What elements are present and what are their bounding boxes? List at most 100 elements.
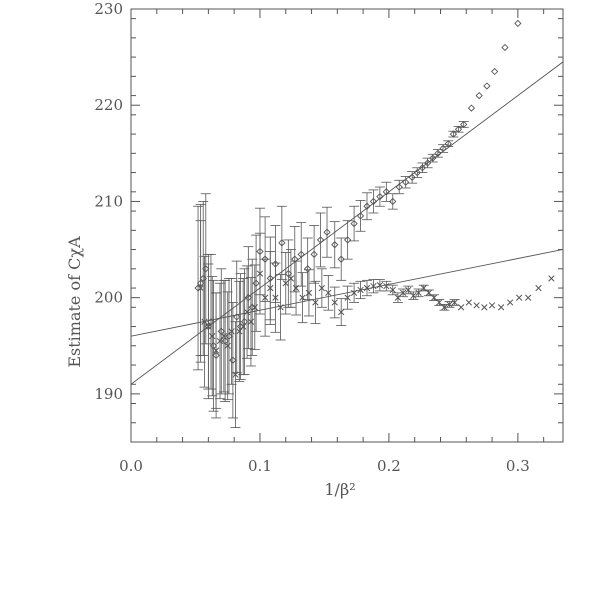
y-tick-label: 190 [94,385,123,403]
cross-point [240,323,247,330]
plot-area: 0.0 0.1 0.2 0.3 190 200 210 220 230 [94,0,564,475]
diamond-point [413,168,421,177]
cross-point [247,318,255,325]
cross-point [370,282,377,290]
fit-line [131,249,563,337]
cross-point [331,299,338,306]
diamond-point [376,192,384,201]
diamond-point [449,130,458,138]
cross-point [224,342,231,349]
cross-point [451,299,458,306]
diamond-point [199,274,207,283]
cross-point [497,304,505,311]
diamond-point [202,265,210,273]
diamond-point [454,125,463,133]
cross-point [548,275,555,282]
diamond-point [402,178,410,186]
diamond-point [475,91,483,100]
x-tick-label: 0.1 [248,457,272,475]
cross-point [197,284,204,292]
diamond-point [207,318,215,326]
y-tick-label: 210 [94,192,123,210]
diamond-point [337,255,345,263]
cross-point [363,284,371,292]
cross-point [212,347,220,354]
diamond-point [331,241,339,249]
cross-point [267,284,274,292]
y-tick-label: 200 [94,289,123,307]
x-tick-label: 0.3 [506,457,530,475]
diamond-point [244,294,252,302]
diamond-point [467,104,476,112]
cross-point [481,304,488,311]
y-axis-label: Estimate of CχA [65,236,84,368]
diamond-point [209,342,218,350]
cross-point [220,333,228,340]
diamond-point [344,236,352,244]
diamond-point [284,269,292,278]
diamond-point [323,228,331,236]
cross-point [216,337,224,345]
cross-point [228,328,235,335]
cross-point [357,286,364,294]
plot-frame [130,8,564,443]
diamond-point [221,337,229,345]
cross-point [299,294,306,301]
diamond-point [310,250,318,259]
cross-point [344,294,351,301]
diamond-point [418,164,427,172]
cross-point [243,308,251,316]
diamond-point [460,120,468,129]
diamond-point [363,202,371,210]
diamond-point [483,82,491,90]
diamond-point [439,144,447,153]
diamond-point [297,250,305,259]
diamond-point [252,279,260,287]
diamond-point [408,173,416,182]
cross-point [232,371,239,378]
cross-point [394,294,402,301]
x-tick-label: 0.2 [377,457,401,475]
cross-point [525,294,532,301]
fit-line [131,61,563,385]
diamond-point [382,188,390,196]
cross-point [535,284,542,292]
x-tick-label: 0.0 [119,457,143,475]
diamond-point [395,183,403,191]
cross-point [209,333,216,340]
diamond-point [233,313,241,321]
x-axis-label: 1/β² [324,480,355,499]
cross-point [305,289,313,297]
cross-point [251,304,258,311]
y-tick-label: 220 [94,96,123,114]
cross-point [410,292,417,299]
cross-point [325,289,332,297]
cross-point [272,294,279,301]
diamond-point [514,19,522,28]
diamond-point [356,212,365,220]
cross-point [488,302,496,309]
diamond-point [501,43,509,52]
y-tick-label: 230 [94,0,123,18]
diamond-point [304,265,312,273]
diamond-point [389,197,397,206]
cross-point [201,318,208,325]
cross-point [236,328,243,335]
cross-point [277,304,284,311]
cross-point [287,275,295,282]
cross-point [292,284,300,292]
diamond-point [350,219,358,228]
cross-point [376,282,384,289]
diamond-point [316,236,325,244]
diamond-point [444,140,452,148]
cross-point [350,289,358,297]
cross-point [256,270,264,277]
cross-point [261,294,269,301]
cross-point [338,308,345,316]
diamond-point [291,255,299,263]
cross-point [383,282,390,290]
cross-point [282,280,289,287]
cross-point [399,289,407,297]
diamond-point [369,197,378,206]
